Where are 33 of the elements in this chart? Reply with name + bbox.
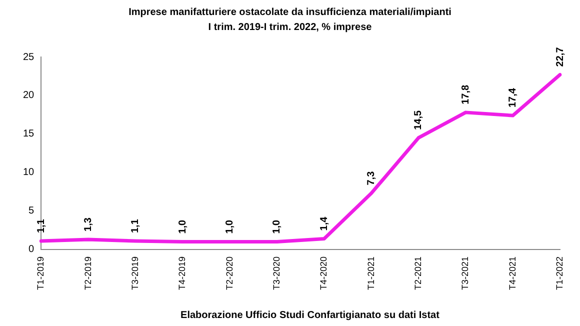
data-label: 22,7 xyxy=(554,46,566,67)
x-tick-label: T1-2022 xyxy=(554,256,564,290)
x-tick-label: T3-2021 xyxy=(460,256,470,290)
x-tick-label: T3-2019 xyxy=(130,256,140,290)
x-tick-label: T2-2021 xyxy=(412,256,423,290)
x-tick-label: T1-2019 xyxy=(36,256,46,290)
y-tick-label: 15 xyxy=(23,128,35,140)
data-label: 17,4 xyxy=(508,88,519,108)
x-tick-label: T4-2021 xyxy=(507,256,518,290)
y-tick-label: 10 xyxy=(23,167,35,178)
x-tick-label: T4-2019 xyxy=(177,256,188,290)
data-label: 1,1 xyxy=(36,218,47,234)
y-tick-label: 25 xyxy=(23,52,35,63)
x-tick-label: T2-2020 xyxy=(224,256,234,290)
data-label: 17,8 xyxy=(460,84,472,104)
data-label: 14,5 xyxy=(413,110,424,130)
data-label: 1,3 xyxy=(83,217,94,232)
y-tick-label: 5 xyxy=(28,206,35,217)
x-tick-label: T3-2020 xyxy=(271,256,282,290)
chart-subtitle: I trim. 2019-I trim. 2022, % imprese xyxy=(208,22,372,33)
data-label: 1,0 xyxy=(224,219,236,234)
y-tick-label: 20 xyxy=(23,90,35,102)
data-label: 1,0 xyxy=(177,219,188,234)
data-label: 1,0 xyxy=(272,219,283,234)
x-tick-label: T4-2020 xyxy=(318,256,329,290)
chart-title: Imprese manifatturiere ostacolate da insufficienza materiali/impianti xyxy=(128,6,452,18)
data-label: 1,4 xyxy=(318,216,330,231)
data-label: 7,3 xyxy=(366,170,378,186)
x-tick-label: T2-2019 xyxy=(82,256,93,290)
y-tick-label: 0 xyxy=(28,244,35,256)
text: Elaborazione Ufficio Studi Confartigianato su dati Istat xyxy=(180,310,440,321)
data-label: 1,1 xyxy=(130,218,142,234)
x-tick-label: T1-2021 xyxy=(366,256,376,290)
